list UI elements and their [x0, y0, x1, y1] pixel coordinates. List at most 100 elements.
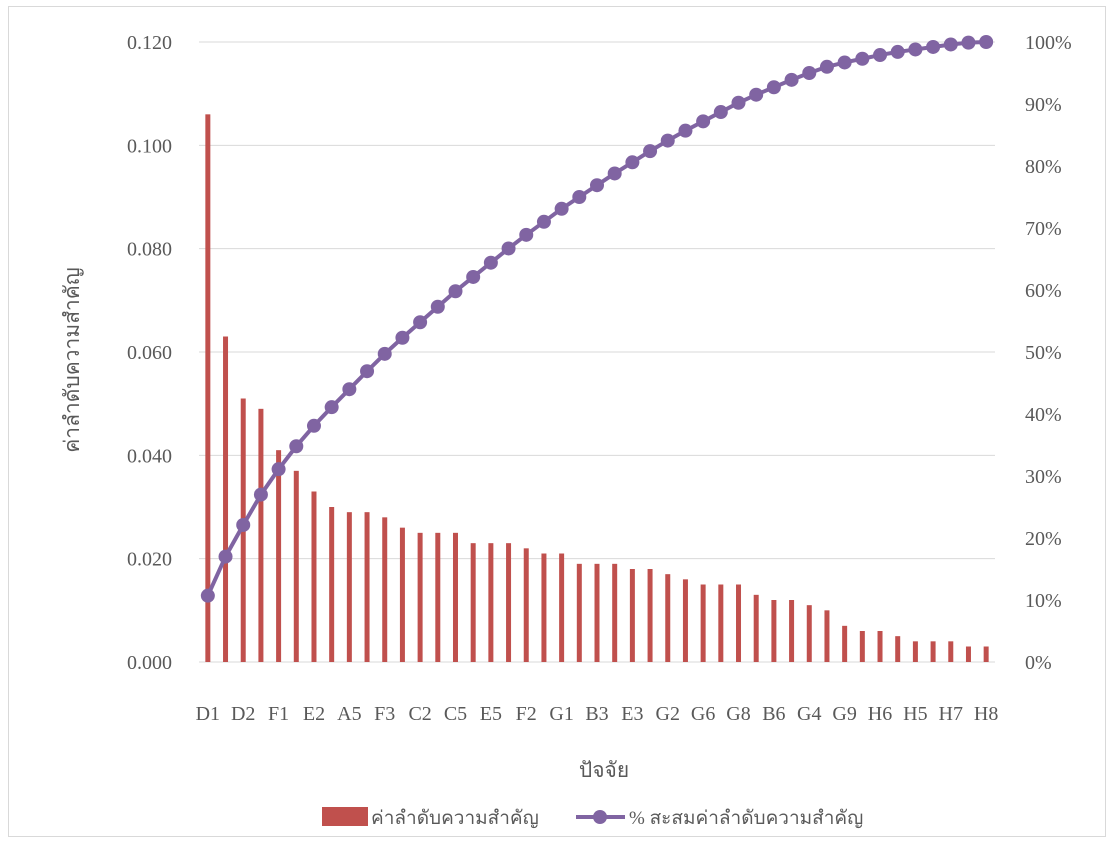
y2-tick-label: 10%	[1025, 590, 1062, 612]
y2-tick-label: 60%	[1025, 280, 1062, 302]
bar	[895, 636, 901, 662]
x-tick-label: E2	[303, 703, 325, 725]
bar	[647, 569, 653, 662]
bar	[488, 543, 494, 662]
chart-frame: 0.000 0.020 0.040 0.060 0.080 0.100 0.120 0% 10…	[8, 6, 1106, 837]
y2-tick-label: 0%	[1025, 652, 1052, 674]
line-point	[253, 487, 268, 502]
bar	[682, 579, 688, 662]
x-tick-label: C5	[444, 703, 467, 725]
line-point	[271, 462, 286, 477]
x-tick-label: G8	[726, 703, 750, 725]
line-point	[200, 588, 215, 603]
line-series	[200, 35, 994, 603]
line-point	[943, 37, 958, 52]
legend-line-label: % สะสมค่าลำดับความสำคัญ	[629, 808, 863, 829]
y-tick-label: 0.000	[127, 652, 172, 674]
bar-series	[205, 114, 989, 663]
x-tick-label: D2	[231, 703, 255, 725]
x-axis-title: ปัจจัย	[579, 758, 629, 782]
bar	[223, 336, 229, 662]
y-tick-label: 0.100	[127, 135, 172, 157]
y-tick-label: 0.120	[127, 32, 172, 54]
x-tick-label: H7	[939, 703, 963, 725]
line-point	[855, 51, 870, 66]
x-tick-label: G1	[549, 703, 573, 725]
bar	[523, 548, 529, 662]
line-point	[536, 214, 551, 229]
x-tick-label: H6	[868, 703, 892, 725]
line-point	[696, 114, 711, 129]
bar	[859, 631, 865, 662]
bar	[629, 569, 635, 662]
bar	[576, 563, 582, 662]
y2-tick-label: 50%	[1025, 342, 1062, 364]
cumulative-line	[206, 40, 987, 597]
y-axis-title: ค่าลำดับความสำคัญ	[60, 267, 84, 453]
y-tick-label: 0.040	[127, 445, 172, 467]
line-point	[342, 382, 357, 397]
line-point	[607, 166, 622, 181]
line-point	[749, 87, 764, 102]
x-tick-label: G2	[656, 703, 680, 725]
line-point	[360, 364, 375, 379]
bar	[983, 646, 989, 662]
y2-tick-label: 20%	[1025, 528, 1062, 550]
line-point	[890, 44, 905, 59]
line-point	[501, 241, 516, 256]
line-point	[395, 330, 410, 345]
legend-bar-swatch	[322, 807, 368, 826]
line-point	[430, 299, 445, 314]
bar	[736, 584, 742, 662]
pareto-chart: 0.000 0.020 0.040 0.060 0.080 0.100 0.120 0% 10…	[60, 32, 1072, 829]
y2-tick-label: 70%	[1025, 218, 1062, 240]
bar	[930, 641, 936, 662]
line-point	[678, 123, 693, 138]
x-tick-label: G9	[832, 703, 856, 725]
y2-tick-label: 90%	[1025, 94, 1062, 116]
x-axis-ticks: D1 D2 F1 E2 A5 F3 C2 C5 E5 F2 G1 B3 E3 G2 G6 G8 B6 G4 G9 H6…	[196, 703, 999, 725]
x-tick-label: B6	[762, 703, 785, 725]
line-point	[572, 190, 587, 204]
line-point	[713, 105, 728, 120]
bar	[435, 532, 441, 662]
bar	[205, 114, 211, 663]
bar	[452, 532, 458, 662]
line-point	[837, 55, 852, 70]
line-point	[766, 80, 781, 95]
bar	[665, 574, 671, 662]
bar	[382, 517, 388, 662]
line-point	[802, 66, 817, 80]
line-point	[784, 72, 799, 87]
line-point	[554, 201, 569, 216]
bar	[789, 600, 795, 662]
y-tick-label: 0.020	[127, 549, 172, 571]
bar	[470, 543, 476, 662]
line-point	[660, 133, 675, 148]
x-tick-label: G6	[691, 703, 715, 725]
bar	[559, 553, 565, 662]
line-point	[236, 517, 251, 532]
line-point	[819, 59, 834, 74]
line-point	[731, 95, 746, 110]
x-tick-label: D1	[196, 703, 220, 725]
legend-line-marker	[593, 810, 607, 824]
bar	[293, 470, 299, 662]
y2-tick-label: 30%	[1025, 466, 1062, 488]
line-point	[289, 439, 304, 454]
x-tick-label: C2	[408, 703, 431, 725]
y-axis-ticks: 0.000 0.020 0.040 0.060 0.080 0.100 0.120	[127, 32, 172, 674]
line-point	[519, 227, 534, 242]
bar	[506, 543, 512, 662]
legend: ค่าลำดับความสำคัญ % สะสมค่าลำดับความสำคั…	[322, 807, 863, 829]
bar	[877, 631, 883, 662]
x-tick-label: F1	[268, 703, 289, 725]
x-tick-label: E3	[621, 703, 643, 725]
bar	[612, 563, 618, 662]
bar	[417, 532, 423, 662]
x-tick-label: F2	[516, 703, 537, 725]
line-point	[643, 144, 658, 159]
bar	[346, 512, 352, 662]
bar	[718, 584, 724, 662]
line-point	[218, 549, 233, 564]
